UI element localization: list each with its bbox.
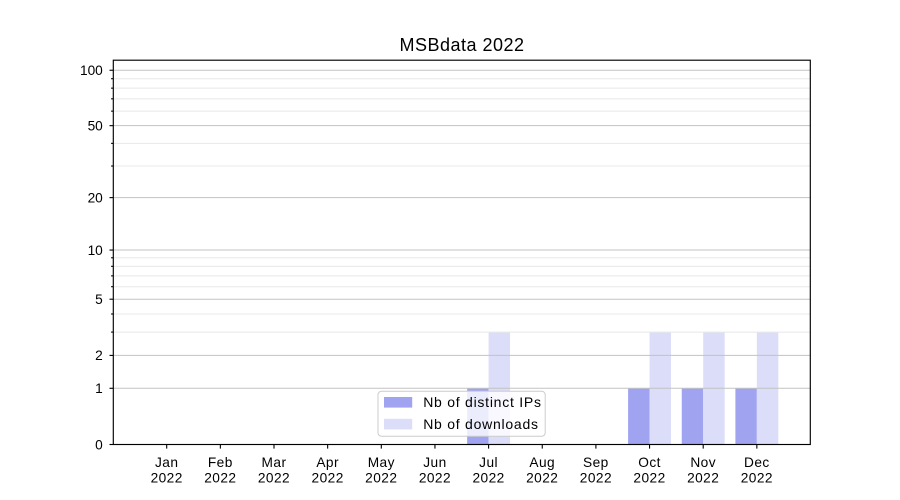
svg-text:2022: 2022	[151, 471, 183, 486]
svg-text:2022: 2022	[312, 471, 344, 486]
svg-text:Oct: Oct	[638, 455, 661, 470]
svg-text:Mar: Mar	[262, 455, 287, 470]
svg-text:Nb of distinct IPs: Nb of distinct IPs	[423, 394, 542, 410]
svg-text:0: 0	[95, 437, 103, 452]
svg-text:Apr: Apr	[316, 455, 339, 470]
svg-text:20: 20	[88, 190, 104, 205]
svg-text:May: May	[368, 455, 395, 470]
svg-text:Jul: Jul	[479, 455, 498, 470]
svg-text:2022: 2022	[204, 471, 236, 486]
svg-text:50: 50	[88, 118, 104, 133]
svg-text:Nov: Nov	[690, 455, 716, 470]
svg-text:2022: 2022	[741, 471, 773, 486]
svg-text:1: 1	[95, 381, 103, 396]
svg-text:5: 5	[95, 292, 103, 307]
svg-text:Nb of downloads: Nb of downloads	[423, 416, 539, 432]
svg-text:2022: 2022	[526, 471, 558, 486]
svg-text:2: 2	[95, 348, 103, 363]
svg-text:Jan: Jan	[155, 455, 178, 470]
svg-text:2022: 2022	[687, 471, 719, 486]
svg-text:2022: 2022	[580, 471, 612, 486]
svg-text:MSBdata 2022: MSBdata 2022	[399, 35, 524, 55]
svg-text:2022: 2022	[365, 471, 397, 486]
svg-text:10: 10	[88, 243, 104, 258]
svg-text:Sep: Sep	[583, 455, 609, 470]
svg-text:100: 100	[80, 63, 103, 78]
svg-text:Jun: Jun	[423, 455, 446, 470]
svg-text:Dec: Dec	[744, 455, 770, 470]
svg-text:2022: 2022	[472, 471, 504, 486]
svg-text:Aug: Aug	[529, 455, 555, 470]
svg-text:2022: 2022	[258, 471, 290, 486]
svg-text:Feb: Feb	[208, 455, 233, 470]
svg-text:2022: 2022	[419, 471, 451, 486]
svg-text:2022: 2022	[633, 471, 665, 486]
